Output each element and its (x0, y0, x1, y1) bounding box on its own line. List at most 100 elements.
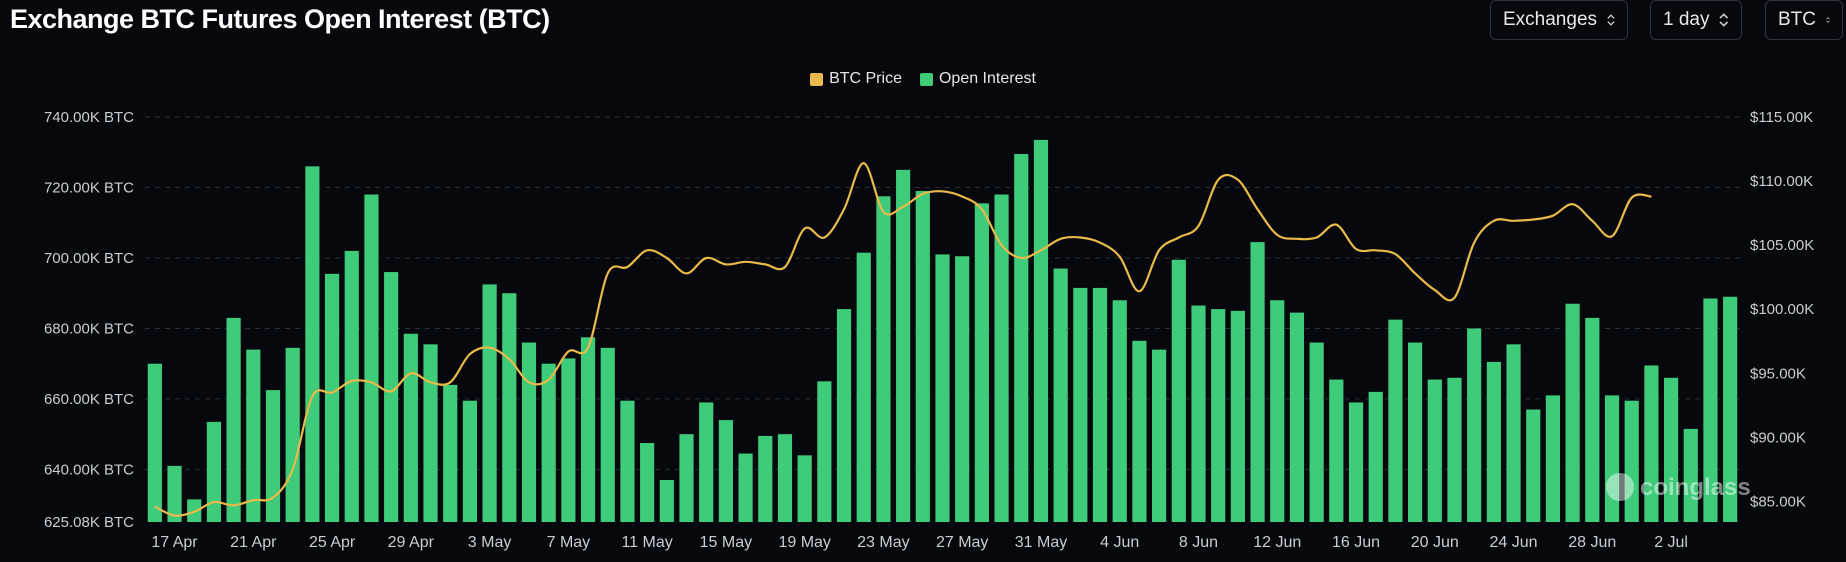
oi-bar[interactable] (443, 384, 458, 522)
right-tick-label: $105.00K (1750, 237, 1814, 254)
oi-bar[interactable] (1663, 377, 1679, 522)
oi-bar[interactable] (896, 169, 911, 523)
left-tick-label: 625.08K BTC (44, 514, 134, 531)
oi-bar[interactable] (324, 273, 340, 522)
oi-bar[interactable] (1486, 361, 1501, 522)
x-tick-label: 7 May (547, 534, 591, 551)
legend-swatch-btc-price (810, 72, 824, 86)
btc-price-line[interactable] (154, 162, 1652, 517)
oi-bar[interactable] (1014, 154, 1029, 522)
oi-bar[interactable] (1230, 310, 1245, 522)
x-tick-label: 23 May (857, 534, 909, 551)
exchanges-select[interactable]: Exchanges (1490, 0, 1628, 40)
x-tick-label: 19 May (778, 534, 830, 551)
oi-bar[interactable] (1073, 287, 1088, 522)
oi-bar[interactable] (246, 349, 261, 522)
oi-bar[interactable] (1329, 379, 1344, 522)
oi-bar[interactable] (1171, 259, 1186, 522)
oi-bar[interactable] (226, 317, 241, 522)
interval-select[interactable]: 1 day (1650, 0, 1742, 40)
unit-select[interactable]: BTC (1765, 0, 1843, 40)
oi-bar[interactable] (1092, 287, 1108, 522)
oi-bar[interactable] (1467, 328, 1482, 522)
oi-bar[interactable] (718, 420, 733, 522)
oi-bar[interactable] (797, 455, 812, 522)
exchanges-select-label: Exchanges (1503, 9, 1598, 30)
oi-bar[interactable] (1604, 395, 1620, 522)
oi-bar[interactable] (836, 309, 852, 522)
oi-bar[interactable] (758, 435, 773, 522)
x-tick-label: 16 Jun (1332, 534, 1380, 551)
oi-bar[interactable] (699, 402, 714, 522)
oi-bar[interactable] (206, 421, 222, 522)
oi-bar[interactable] (482, 284, 497, 522)
oi-bar[interactable] (1723, 296, 1738, 522)
left-tick-label: 640.00K BTC (44, 461, 134, 478)
oi-bar[interactable] (1506, 344, 1521, 522)
oi-bar[interactable] (1132, 340, 1147, 522)
oi-bar[interactable] (364, 194, 379, 522)
oi-bar[interactable] (659, 479, 674, 522)
oi-bar[interactable] (502, 293, 517, 522)
oi-bar[interactable] (305, 166, 320, 522)
x-tick-label: 8 Jun (1179, 534, 1218, 551)
x-tick-label: 3 May (468, 534, 512, 551)
oi-bar[interactable] (423, 344, 438, 522)
oi-bar[interactable] (915, 191, 930, 522)
oi-bar[interactable] (600, 347, 615, 522)
oi-bar[interactable] (344, 250, 359, 523)
chevron-up-down-icon (1826, 17, 1830, 23)
oi-bar[interactable] (620, 400, 635, 522)
oi-bar[interactable] (1289, 312, 1305, 522)
oi-bar[interactable] (640, 442, 655, 522)
oi-bar[interactable] (876, 196, 891, 523)
oi-bar[interactable] (777, 434, 793, 522)
oi-bar[interactable] (1348, 402, 1364, 522)
oi-bar[interactable] (147, 363, 162, 522)
oi-bar[interactable] (994, 194, 1009, 522)
oi-bar[interactable] (521, 342, 537, 522)
oi-bar[interactable] (1683, 428, 1698, 522)
oi-bar[interactable] (1250, 242, 1265, 523)
oi-bar[interactable] (167, 465, 182, 522)
oi-bar[interactable] (1703, 298, 1718, 523)
oi-bar[interactable] (541, 363, 556, 522)
legend-item-open-interest[interactable]: Open Interest (919, 70, 1036, 88)
x-tick-label: 24 Jun (1489, 534, 1537, 551)
oi-bar[interactable] (1270, 300, 1285, 522)
oi-bar[interactable] (856, 252, 871, 522)
oi-bar[interactable] (1112, 300, 1127, 522)
oi-bar[interactable] (1526, 409, 1541, 522)
oi-bar[interactable] (955, 256, 970, 522)
oi-bar[interactable] (403, 333, 418, 522)
oi-bar[interactable] (384, 272, 399, 522)
oi-bar[interactable] (935, 254, 950, 522)
oi-bar[interactable] (738, 453, 753, 522)
oi-bar[interactable] (285, 347, 300, 522)
oi-bar[interactable] (974, 203, 989, 522)
oi-bar[interactable] (1309, 342, 1324, 522)
oi-bar[interactable] (1427, 379, 1442, 522)
oi-bar[interactable] (679, 434, 694, 522)
oi-bar[interactable] (1408, 342, 1423, 522)
oi-bar[interactable] (1644, 365, 1659, 522)
oi-bar[interactable] (1388, 319, 1403, 522)
oi-bar[interactable] (1624, 400, 1639, 522)
oi-bar[interactable] (817, 381, 832, 522)
oi-bar[interactable] (1191, 305, 1206, 522)
oi-bar[interactable] (1033, 139, 1049, 522)
oi-bar[interactable] (1585, 317, 1600, 522)
oi-bar[interactable] (462, 400, 477, 522)
oi-bar[interactable] (1152, 349, 1167, 522)
left-tick-label: 700.00K BTC (44, 250, 134, 267)
legend-item-btc-price[interactable]: BTC Price (810, 70, 902, 88)
oi-bar[interactable] (580, 337, 596, 522)
oi-bar[interactable] (1565, 303, 1580, 522)
oi-bar[interactable] (561, 358, 576, 522)
oi-bar[interactable] (265, 390, 281, 522)
oi-bar[interactable] (1053, 268, 1068, 522)
oi-bar[interactable] (1545, 395, 1561, 522)
oi-bar[interactable] (1211, 309, 1226, 522)
oi-bar[interactable] (1447, 377, 1462, 522)
oi-bar[interactable] (1368, 391, 1383, 522)
